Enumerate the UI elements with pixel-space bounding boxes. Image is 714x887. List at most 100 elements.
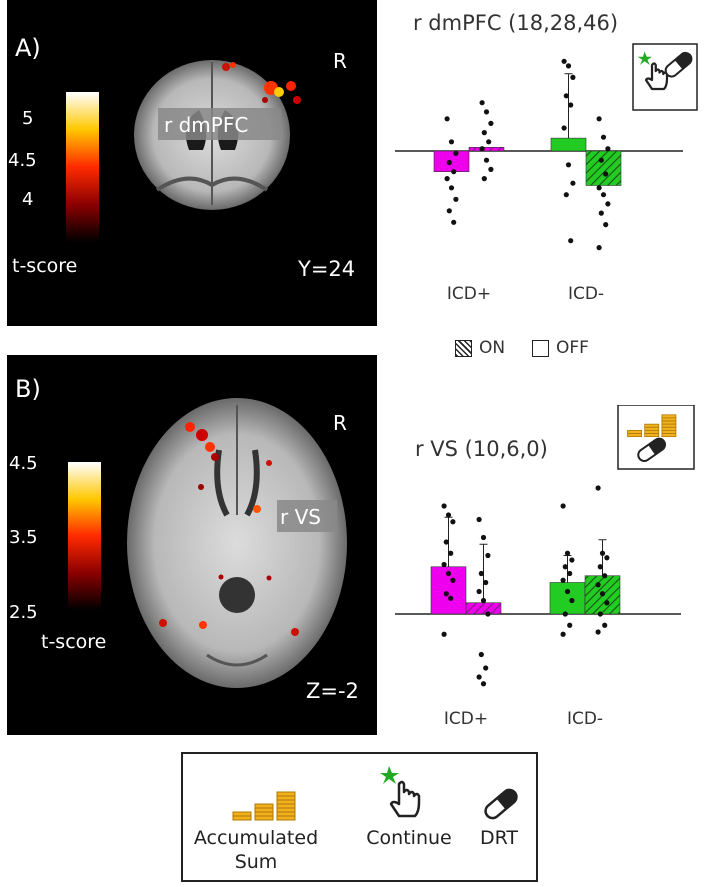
chart-vs: r VS (10,6,0) ICD+ ICD- <box>385 404 714 735</box>
chart-dmpfc-svg: r dmPFC (18,28,46) ICD+ ICD- <box>395 11 698 304</box>
colorbar-title: t-score <box>12 255 77 277</box>
pill-icon <box>484 788 518 820</box>
brain-panel-a: r dmPFC A) R Y=24 5 4.5 4 t-score <box>7 0 377 326</box>
brain-axial-shape <box>127 398 347 688</box>
data-point <box>453 196 459 202</box>
chart-title: r VS (10,6,0) <box>415 437 548 461</box>
data-point <box>450 577 456 583</box>
hand-click-icon <box>637 51 669 91</box>
data-point <box>479 146 485 152</box>
legend-off: OFF <box>532 338 589 358</box>
data-point <box>565 63 572 69</box>
chart-title: r dmPFC (18,28,46) <box>413 11 618 35</box>
data-point <box>483 579 489 586</box>
data-point <box>560 577 566 583</box>
data-point <box>446 208 452 214</box>
legend-swatch-solid <box>532 339 549 357</box>
data-point <box>479 100 485 106</box>
colorbar-tick: 4 <box>22 189 33 210</box>
chart-icon-box <box>617 404 695 470</box>
data-point <box>443 591 449 597</box>
data-point <box>481 176 487 182</box>
data-point <box>476 516 482 523</box>
data-point <box>595 629 601 635</box>
legend-swatch-hatched <box>455 339 472 357</box>
category-label: ICD+ <box>444 709 488 729</box>
data-point <box>597 611 603 617</box>
data-point <box>596 116 602 122</box>
data-point <box>448 595 454 601</box>
legend-continue-label: Continue <box>366 827 452 849</box>
roi-label-box <box>158 108 281 140</box>
data-point <box>478 651 484 658</box>
colorbar <box>68 462 101 610</box>
data-point <box>448 550 454 556</box>
data-point <box>451 169 457 175</box>
data-point <box>445 570 452 577</box>
chart-vs-svg: r VS (10,6,0) ICD+ ICD- <box>395 404 695 729</box>
data-point <box>480 534 487 541</box>
data-point <box>476 588 482 595</box>
data-point <box>481 130 487 136</box>
data-point <box>480 681 487 687</box>
icon-legend: Accumulated Sum Continue DRT <box>181 752 538 882</box>
data-point <box>604 555 610 561</box>
data-point <box>570 74 576 80</box>
data-point <box>600 134 607 140</box>
data-point <box>565 162 572 168</box>
roi-label-box <box>277 500 337 532</box>
data-point <box>560 631 566 637</box>
data-point <box>453 150 459 156</box>
legend-accumulated-label-2: Sum <box>234 851 278 873</box>
data-point <box>444 176 450 182</box>
data-point <box>599 591 606 597</box>
data-point <box>599 550 606 556</box>
colorbar-tick: 4.5 <box>9 453 38 474</box>
coin-stack-icon <box>627 414 677 438</box>
legend-continue: Continue <box>359 754 459 880</box>
data-point <box>480 597 487 604</box>
legend-drt-label: DRT <box>479 827 519 849</box>
data-point <box>596 245 602 251</box>
data-point <box>483 109 490 115</box>
data-point <box>486 139 492 145</box>
colorbar-title: t-score <box>41 631 106 653</box>
data-point <box>570 180 576 186</box>
data-point <box>569 557 575 563</box>
data-point <box>488 120 494 126</box>
data-point <box>568 102 574 108</box>
data-point <box>485 611 491 617</box>
data-point <box>441 631 447 637</box>
data-point <box>483 157 490 163</box>
orientation-label: R <box>333 49 347 73</box>
data-point <box>485 552 491 559</box>
brain-coronal-slice: r dmPFC A) R Y=24 5 4.5 4 t-score <box>8 34 355 281</box>
bar-icdplus-on <box>468 147 505 152</box>
legend-off-label: OFF <box>556 338 589 358</box>
legend-on-label: ON <box>479 338 506 358</box>
data-point <box>562 564 568 570</box>
data-point <box>595 485 601 491</box>
data-point <box>563 192 569 198</box>
data-point <box>564 588 571 595</box>
chart-icon-box <box>632 43 698 111</box>
coin-stack-icon <box>232 791 296 821</box>
data-point <box>596 185 602 191</box>
panel-label: B) <box>15 375 41 403</box>
data-point <box>478 570 484 577</box>
panel-label: A) <box>15 34 41 62</box>
pill-icon <box>637 437 667 463</box>
data-point <box>600 192 607 198</box>
data-point <box>448 139 455 145</box>
data-point <box>602 622 608 628</box>
data-point <box>605 201 611 207</box>
legend-accumulated-sum: Accumulated Sum <box>191 754 321 880</box>
legend-accumulated-label-1: Accumulated <box>193 827 319 849</box>
data-point <box>605 146 611 152</box>
data-point <box>441 503 447 509</box>
data-point <box>567 622 573 628</box>
data-point <box>597 564 603 570</box>
data-point <box>569 597 575 604</box>
colorbar-tick: 4.5 <box>8 150 37 171</box>
data-point <box>446 159 452 166</box>
